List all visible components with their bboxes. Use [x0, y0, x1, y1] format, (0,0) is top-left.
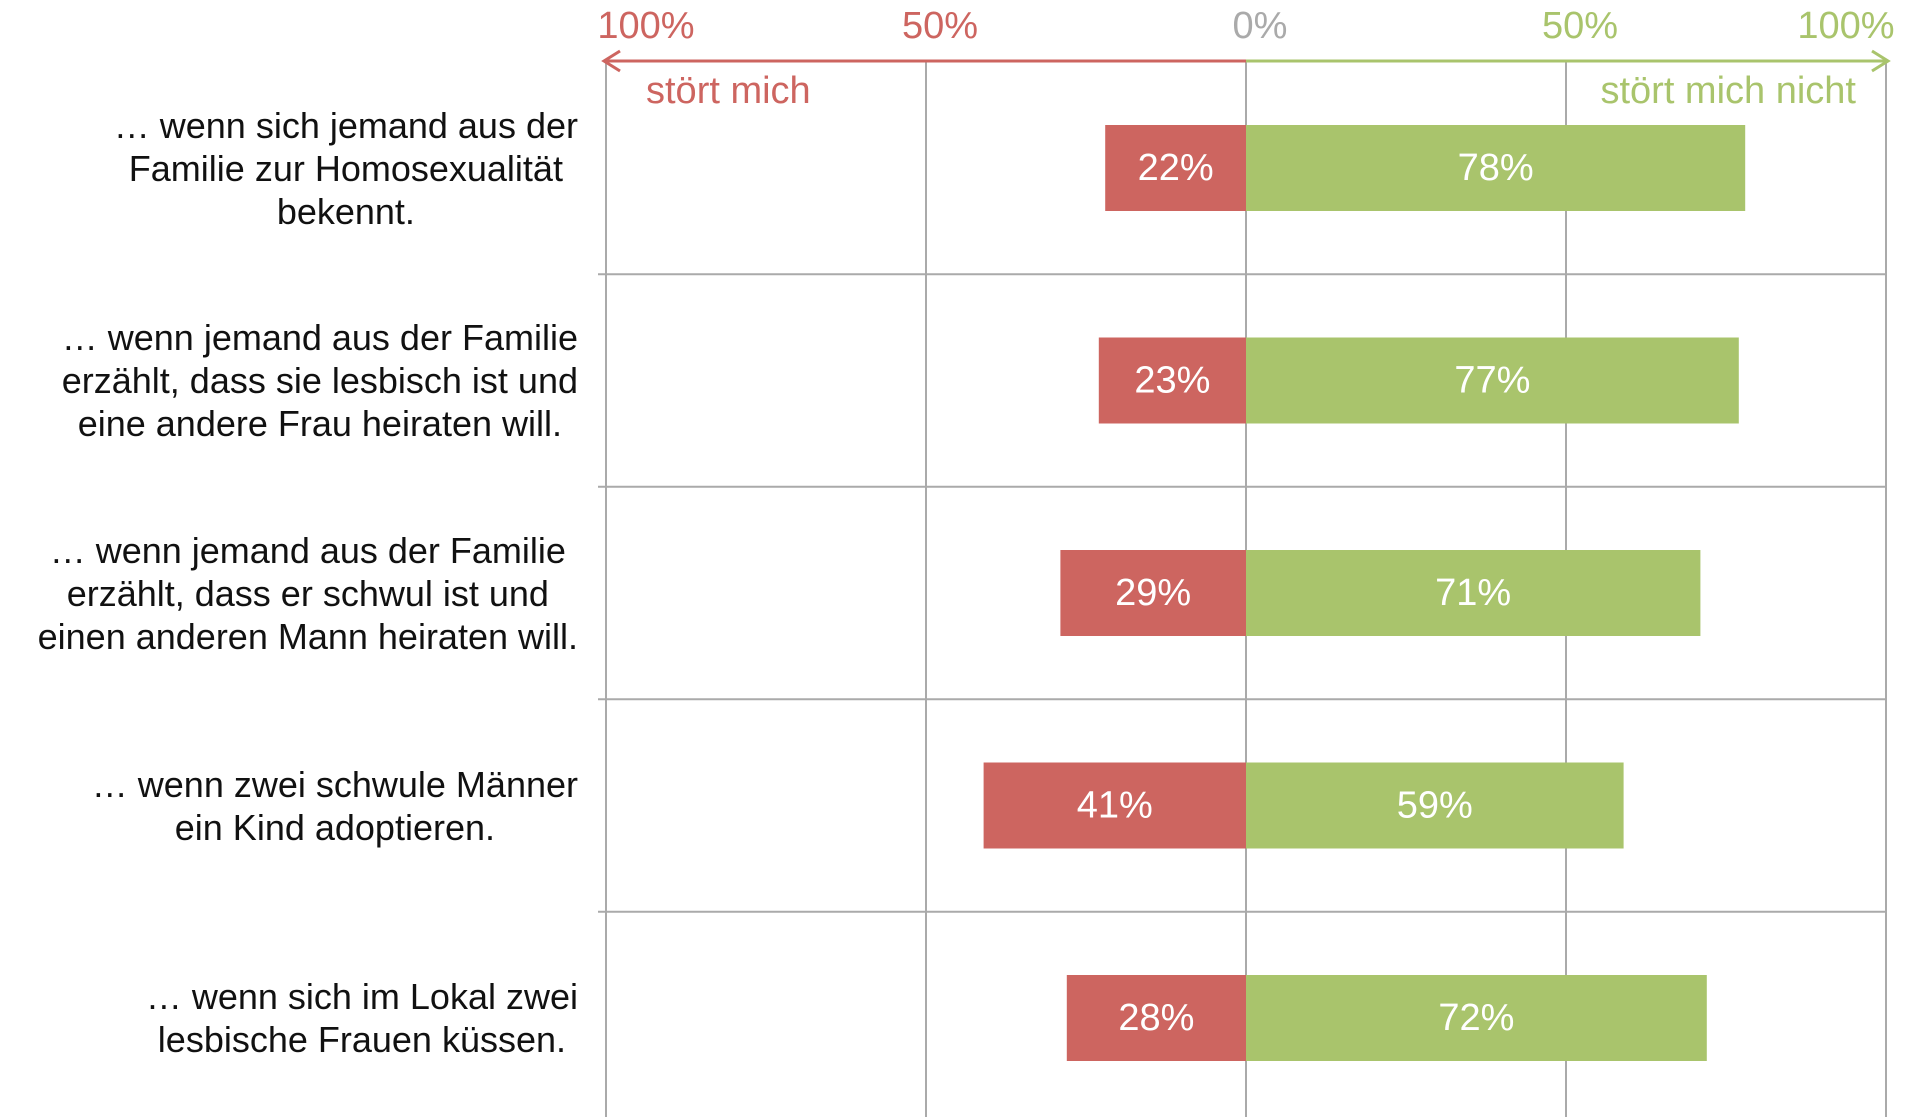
category-label-box: … wenn sich im Lokal zwei lesbische Frau…	[0, 912, 578, 1117]
bar	[1246, 762, 1624, 849]
bar	[1246, 337, 1739, 424]
value-label: 72%	[1438, 997, 1514, 1039]
bar	[1098, 337, 1246, 424]
x-tick-label: 0%	[1233, 5, 1288, 47]
value-label: 71%	[1435, 572, 1511, 614]
category-label: … wenn zwei schwule Männer ein Kind adop…	[91, 763, 578, 848]
bar	[1246, 975, 1707, 1061]
value-label: 59%	[1397, 785, 1473, 827]
arrow-head	[601, 49, 621, 73]
bar	[1105, 125, 1246, 211]
bar	[1060, 550, 1246, 636]
value-label: 41%	[1077, 785, 1153, 827]
value-label: 77%	[1454, 360, 1530, 402]
category-label: … wenn jemand aus der Familie erzählt, d…	[37, 529, 578, 657]
value-label: 22%	[1138, 147, 1214, 189]
category-label: … wenn jemand aus der Familie erzählt, d…	[61, 317, 578, 444]
x-tick-label: 50%	[1542, 5, 1618, 47]
bar	[983, 762, 1246, 849]
value-label: 29%	[1115, 572, 1191, 614]
category-label-box: … wenn jemand aus der Familie erzählt, d…	[0, 487, 578, 699]
x-tick-label: 100%	[597, 5, 694, 47]
bar	[1066, 975, 1246, 1061]
value-label: 28%	[1118, 997, 1194, 1039]
category-label-box: … wenn sich jemand aus der Familie zur H…	[0, 62, 578, 274]
arrow-head	[1871, 49, 1891, 73]
category-label-box: … wenn zwei schwule Männer ein Kind adop…	[0, 700, 578, 912]
series-label: stört mich nicht	[1600, 70, 1856, 112]
x-tick-label: 100%	[1797, 5, 1894, 47]
category-label: … wenn sich jemand aus der Familie zur H…	[113, 104, 578, 232]
value-label: 23%	[1134, 360, 1210, 402]
category-label: … wenn sich im Lokal zwei lesbische Frau…	[145, 976, 578, 1060]
x-tick-label: 50%	[902, 5, 978, 47]
value-label: 78%	[1458, 147, 1534, 189]
bar	[1246, 125, 1746, 211]
bar	[1246, 550, 1701, 636]
series-label: stört mich	[646, 70, 811, 112]
category-label-box: … wenn jemand aus der Familie erzählt, d…	[0, 275, 578, 487]
